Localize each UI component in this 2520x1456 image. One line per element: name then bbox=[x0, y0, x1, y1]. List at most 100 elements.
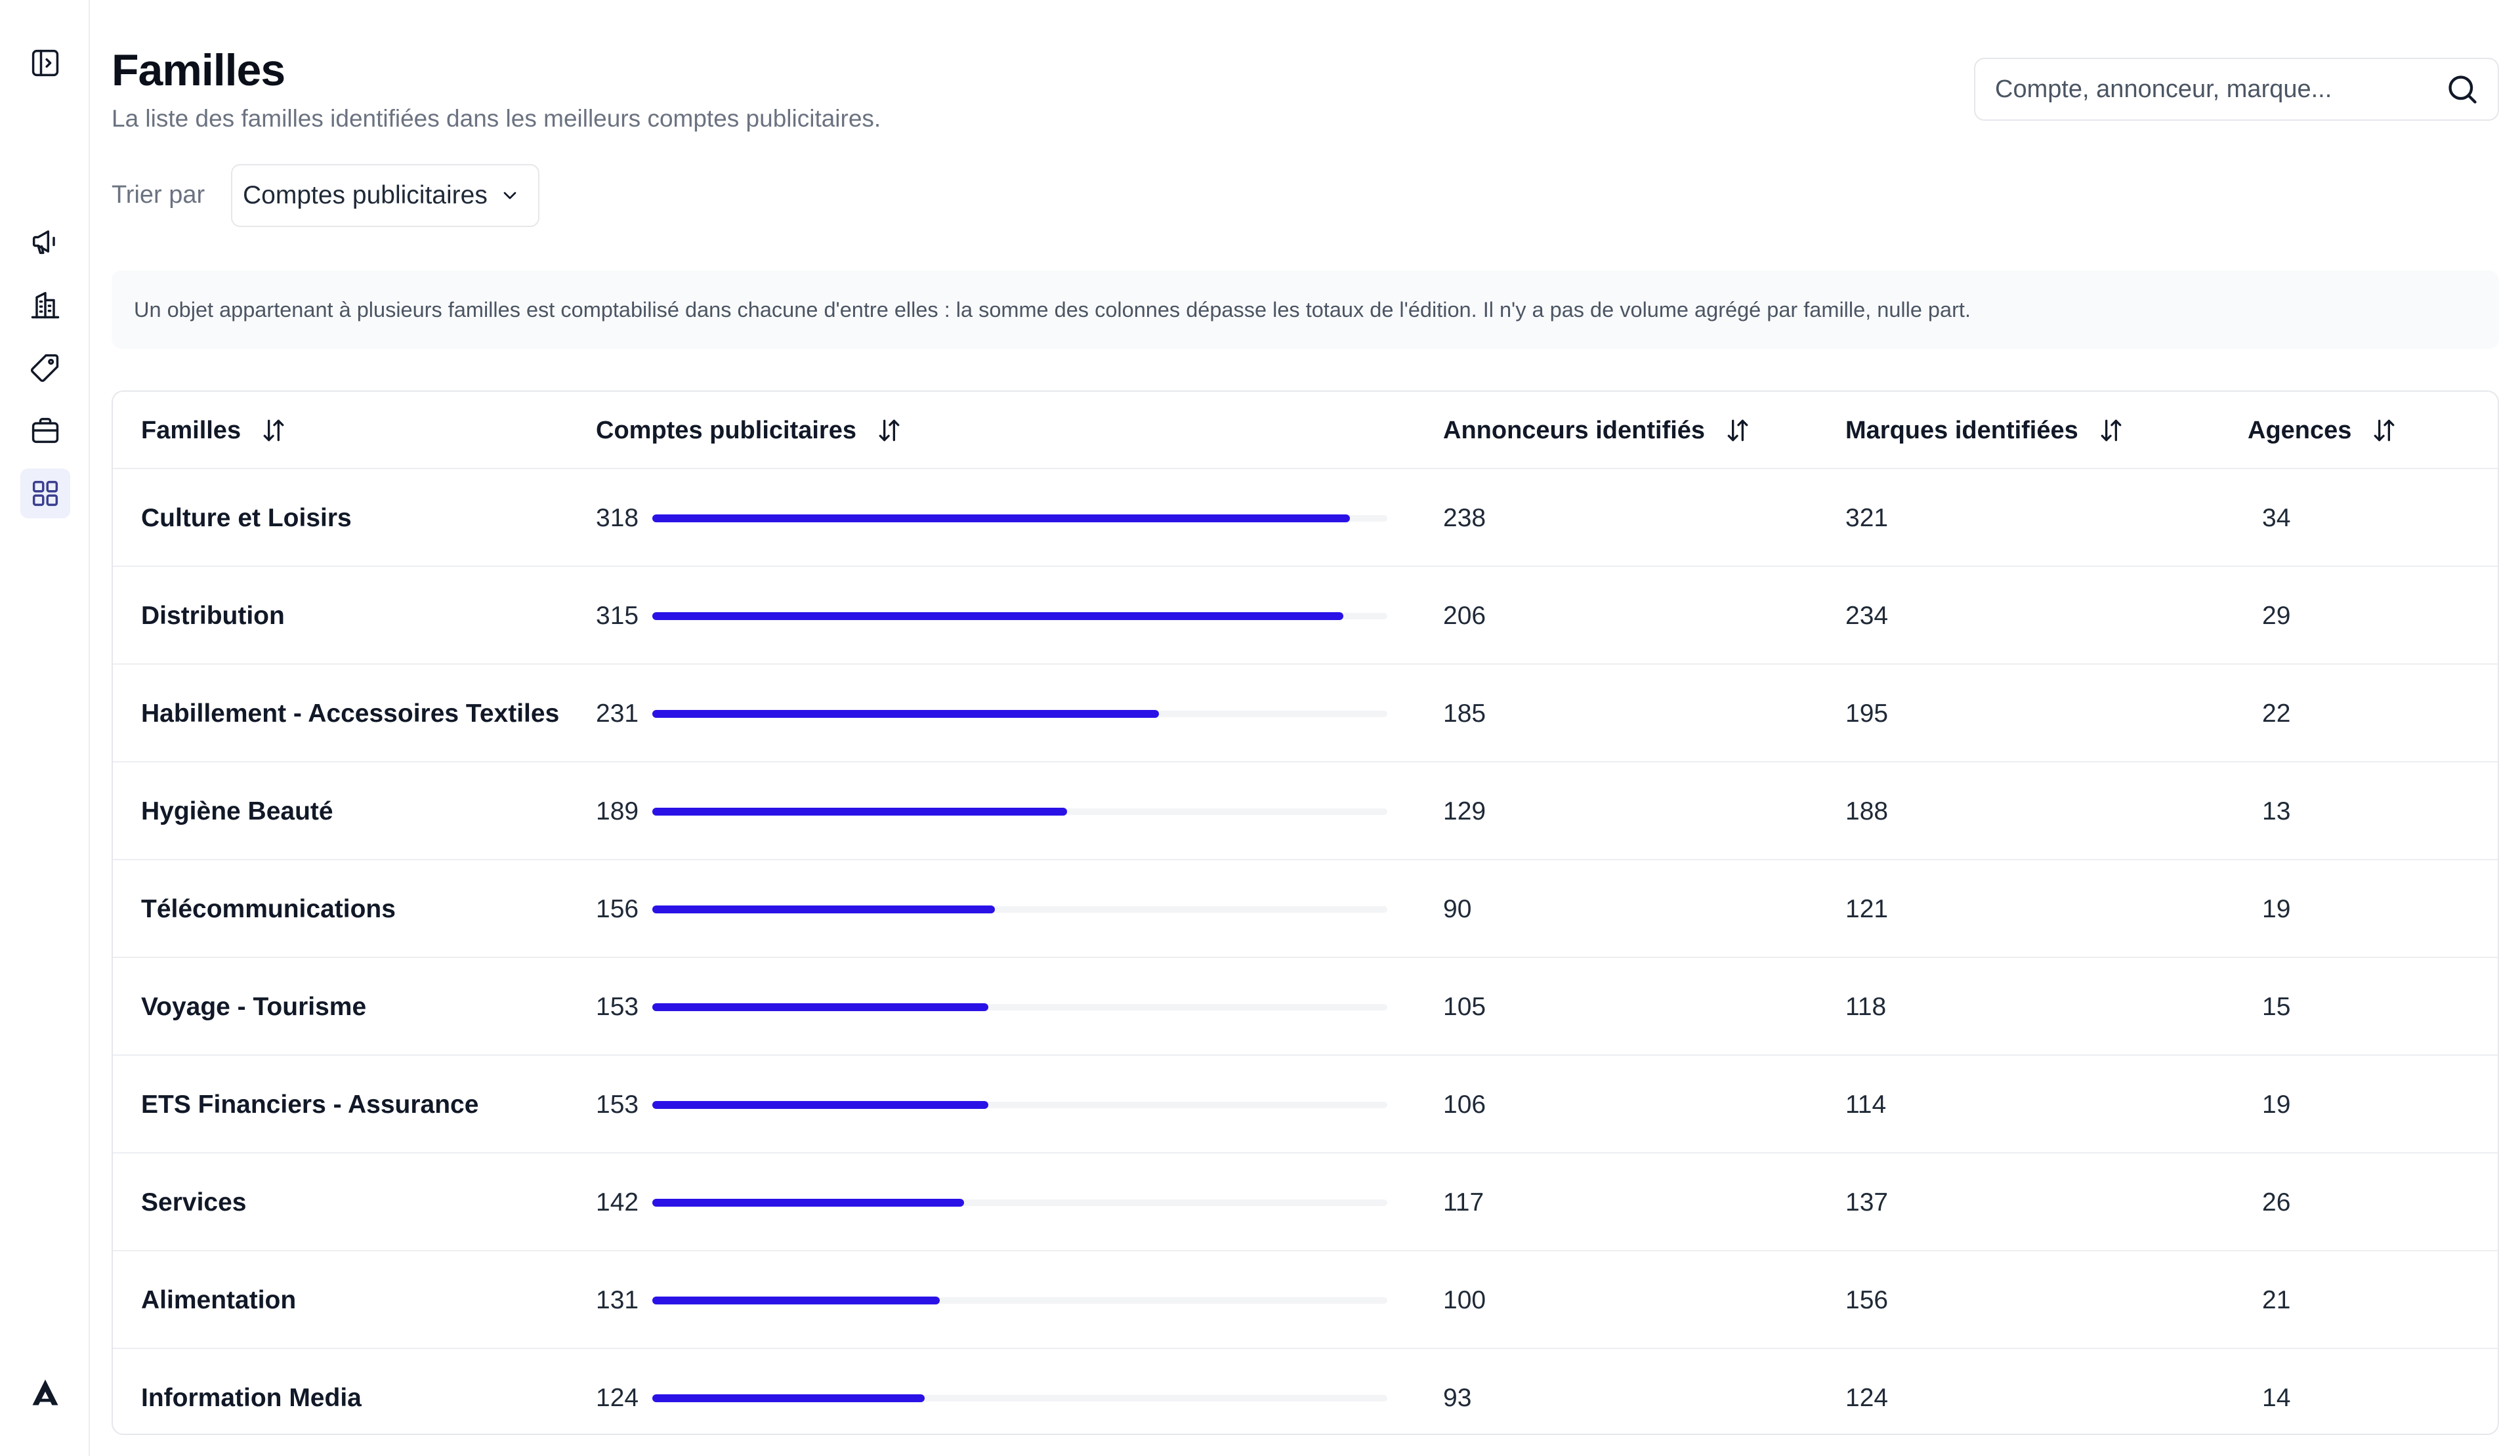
comptes-bar bbox=[652, 1003, 988, 1011]
agences-value: 14 bbox=[2262, 1383, 2291, 1412]
famille-name[interactable]: Services bbox=[141, 1188, 247, 1217]
famille-name[interactable]: Hygiène Beauté bbox=[141, 797, 333, 825]
sort-arrows-icon[interactable] bbox=[2097, 416, 2126, 445]
chevron-down-icon bbox=[499, 185, 520, 206]
agences-value: 22 bbox=[2262, 699, 2291, 728]
table-row[interactable]: Télécommunications 156 90 121 19 bbox=[113, 860, 2498, 958]
comptes-bar-track bbox=[652, 1003, 1387, 1011]
marques-value: 321 bbox=[1845, 503, 1889, 532]
comptes-bar-track bbox=[652, 710, 1387, 718]
app-logo-icon bbox=[32, 1379, 58, 1405]
sidebar bbox=[0, 0, 90, 1456]
famille-name[interactable]: Culture et Loisirs bbox=[141, 503, 352, 532]
sidebar-item-annonceurs[interactable] bbox=[20, 280, 70, 329]
comptes-bar-track bbox=[652, 1199, 1387, 1207]
sort-label: Trier par bbox=[112, 181, 205, 209]
sidebar-item-familles[interactable] bbox=[20, 468, 70, 518]
marques-value: 118 bbox=[1845, 992, 1887, 1021]
sort-arrows-icon[interactable] bbox=[2370, 416, 2399, 445]
sort-arrows-icon[interactable] bbox=[259, 416, 288, 445]
table-row[interactable]: Alimentation 131 100 156 21 bbox=[113, 1251, 2498, 1349]
table-row[interactable]: Habillement - Accessoires Textiles 231 1… bbox=[113, 665, 2498, 762]
sidebar-item-comptes[interactable] bbox=[20, 217, 70, 266]
comptes-bar-track bbox=[652, 1297, 1387, 1304]
sort-select[interactable]: Comptes publicitaires bbox=[231, 164, 539, 227]
comptes-bar-track bbox=[652, 1101, 1387, 1109]
table-row[interactable]: ETS Financiers - Assurance 153 106 114 1… bbox=[113, 1056, 2498, 1154]
comptes-value: 153 bbox=[596, 1090, 639, 1119]
annonceurs-value: 238 bbox=[1443, 503, 1486, 532]
comptes-value: 131 bbox=[596, 1285, 639, 1314]
tag-icon bbox=[30, 354, 59, 383]
sort-arrows-icon[interactable] bbox=[1723, 416, 1752, 445]
comptes-bar bbox=[652, 1394, 925, 1402]
search-input[interactable] bbox=[1995, 75, 2445, 104]
sort-select-value: Comptes publicitaires bbox=[243, 181, 488, 209]
comptes-value: 231 bbox=[596, 699, 639, 728]
comptes-value: 153 bbox=[596, 992, 639, 1021]
page-title: Familles bbox=[112, 45, 285, 95]
megaphone-icon bbox=[32, 230, 55, 255]
column-header-annonceurs[interactable]: Annonceurs identifiés bbox=[1443, 392, 1752, 469]
marques-value: 188 bbox=[1845, 797, 1889, 825]
briefcase-icon bbox=[32, 417, 59, 444]
sort-arrows-icon[interactable] bbox=[875, 416, 904, 445]
families-table: Familles Comptes publicitaires Annonceur… bbox=[112, 390, 2499, 1435]
comptes-bar bbox=[652, 514, 1351, 522]
famille-name[interactable]: Information Media bbox=[141, 1383, 362, 1412]
table-row[interactable]: Distribution 315 206 234 29 bbox=[113, 567, 2498, 665]
column-header-agences[interactable]: Agences bbox=[2248, 392, 2399, 469]
famille-name[interactable]: Alimentation bbox=[141, 1285, 297, 1314]
search-icon[interactable] bbox=[2445, 72, 2479, 106]
famille-name[interactable]: Télécommunications bbox=[141, 894, 396, 923]
column-header-comptes[interactable]: Comptes publicitaires bbox=[596, 392, 904, 469]
comptes-value: 124 bbox=[596, 1383, 639, 1412]
comptes-bar bbox=[652, 1101, 988, 1109]
comptes-bar-track bbox=[652, 808, 1387, 816]
building-icon bbox=[31, 291, 60, 319]
app-logo[interactable] bbox=[20, 1367, 70, 1417]
agences-value: 13 bbox=[2262, 797, 2291, 825]
comptes-bar bbox=[652, 808, 1067, 816]
annonceurs-value: 100 bbox=[1443, 1285, 1486, 1314]
table-row[interactable]: Hygiène Beauté 189 129 188 13 bbox=[113, 762, 2498, 860]
column-header-label: Agences bbox=[2248, 416, 2352, 444]
table-row[interactable]: Voyage - Tourisme 153 105 118 15 bbox=[113, 958, 2498, 1056]
famille-name[interactable]: Voyage - Tourisme bbox=[141, 992, 367, 1021]
famille-name[interactable]: Habillement - Accessoires Textiles bbox=[141, 699, 560, 728]
info-banner: Un objet appartenant à plusieurs famille… bbox=[112, 270, 2499, 349]
search-box[interactable] bbox=[1974, 58, 2499, 121]
comptes-bar-track bbox=[652, 1394, 1387, 1402]
comptes-bar bbox=[652, 710, 1160, 718]
agences-value: 29 bbox=[2262, 601, 2291, 630]
famille-name[interactable]: ETS Financiers - Assurance bbox=[141, 1090, 479, 1119]
sidebar-toggle-button[interactable] bbox=[20, 38, 70, 88]
annonceurs-value: 105 bbox=[1443, 992, 1486, 1021]
column-header-marques[interactable]: Marques identifiées bbox=[1845, 392, 2126, 469]
table-body: Culture et Loisirs 318 238 321 34 Distri… bbox=[113, 469, 2498, 1434]
panel-toggle-icon bbox=[32, 49, 59, 77]
table-row[interactable]: Information Media 124 93 124 14 bbox=[113, 1349, 2498, 1434]
comptes-bar bbox=[652, 1297, 940, 1304]
annonceurs-value: 185 bbox=[1443, 699, 1486, 728]
agences-value: 21 bbox=[2262, 1285, 2291, 1314]
sidebar-item-marques[interactable] bbox=[20, 343, 70, 392]
table-row[interactable]: Services 142 117 137 26 bbox=[113, 1154, 2498, 1251]
table-row[interactable]: Culture et Loisirs 318 238 321 34 bbox=[113, 469, 2498, 567]
comptes-value: 189 bbox=[596, 797, 639, 825]
annonceurs-value: 106 bbox=[1443, 1090, 1486, 1119]
comptes-value: 142 bbox=[596, 1188, 639, 1217]
marques-value: 195 bbox=[1845, 699, 1889, 728]
annonceurs-value: 206 bbox=[1443, 601, 1486, 630]
marques-value: 137 bbox=[1845, 1188, 1889, 1217]
comptes-bar-track bbox=[652, 514, 1387, 522]
sidebar-item-agences[interactable] bbox=[20, 406, 70, 455]
comptes-bar bbox=[652, 905, 995, 913]
agences-value: 19 bbox=[2262, 1090, 2291, 1119]
comptes-bar-track bbox=[652, 612, 1387, 620]
column-header-familles[interactable]: Familles bbox=[141, 392, 288, 469]
marques-value: 156 bbox=[1845, 1285, 1889, 1314]
comptes-bar bbox=[652, 612, 1344, 620]
annonceurs-value: 93 bbox=[1443, 1383, 1472, 1412]
famille-name[interactable]: Distribution bbox=[141, 601, 285, 630]
